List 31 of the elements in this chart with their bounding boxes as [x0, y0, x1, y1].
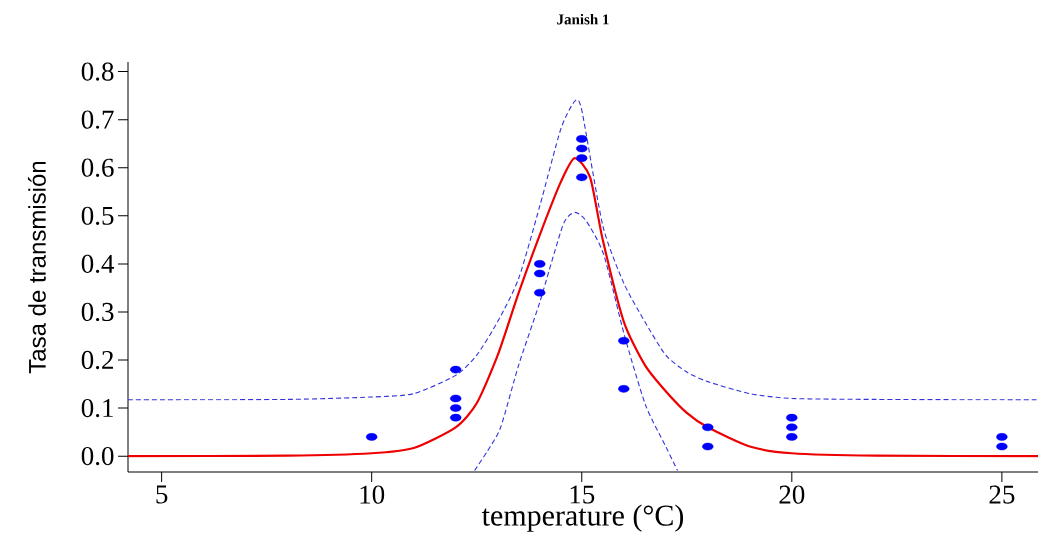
- line-series: [474, 211, 679, 472]
- x-tick-label: 5: [156, 485, 168, 504]
- point: [786, 413, 798, 422]
- y-tick-label: 0.5: [81, 206, 114, 225]
- x-tick-label: 25: [989, 485, 1015, 504]
- point: [996, 442, 1008, 451]
- y-tick-label: 0.1: [81, 398, 113, 418]
- y-tick-label: 0.2: [81, 350, 113, 370]
- y-tick-label: 0.8: [81, 62, 114, 81]
- point: [450, 394, 462, 403]
- line-series: [128, 100, 1039, 401]
- y-tick-label: 0.7: [81, 110, 114, 129]
- point: [450, 413, 462, 422]
- y-tick-label: 0.4: [81, 254, 115, 274]
- y-axis-title: Tasa de transmisión: [27, 161, 46, 374]
- point: [702, 423, 714, 432]
- point: [576, 144, 588, 153]
- point: [534, 288, 546, 297]
- y-tick-label: 0.6: [81, 158, 114, 177]
- x-axis-title: temperature (°C): [481, 504, 684, 532]
- chart-title: Janish 1: [557, 13, 609, 25]
- point: [786, 423, 798, 432]
- x-tick-label: 20: [779, 485, 805, 504]
- point: [450, 365, 462, 374]
- point: [576, 173, 588, 182]
- point: [702, 442, 714, 451]
- y-tick-label: 0.0: [81, 446, 114, 466]
- x-tick-label: 10: [360, 485, 385, 504]
- point: [534, 269, 546, 278]
- x-tick-label: 15: [570, 485, 595, 504]
- y-tick-label: 0.3: [81, 302, 114, 322]
